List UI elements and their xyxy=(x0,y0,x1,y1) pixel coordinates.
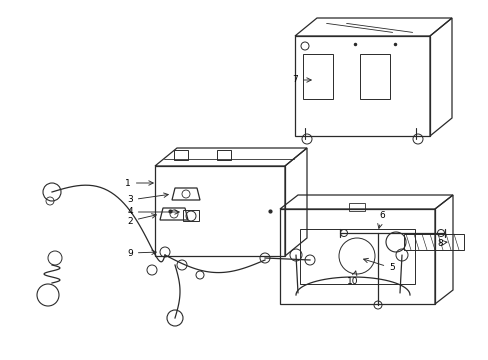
Bar xyxy=(155,166,285,256)
Bar xyxy=(303,54,332,99)
Bar xyxy=(359,54,389,99)
Bar xyxy=(216,150,230,160)
Text: 6: 6 xyxy=(377,211,384,228)
Text: 2: 2 xyxy=(127,214,156,225)
Text: 3: 3 xyxy=(127,193,168,204)
Bar xyxy=(173,150,187,160)
Bar xyxy=(280,209,434,304)
Text: 7: 7 xyxy=(291,76,310,85)
Bar xyxy=(348,203,364,211)
Text: 8: 8 xyxy=(436,238,446,248)
Text: 9: 9 xyxy=(127,248,156,257)
Bar xyxy=(294,36,429,136)
Text: 10: 10 xyxy=(346,271,358,287)
Text: 5: 5 xyxy=(363,258,394,273)
Bar xyxy=(183,210,199,221)
Bar xyxy=(403,234,463,250)
Bar xyxy=(299,229,414,284)
Text: 4: 4 xyxy=(127,207,179,216)
Text: 1: 1 xyxy=(125,179,153,188)
